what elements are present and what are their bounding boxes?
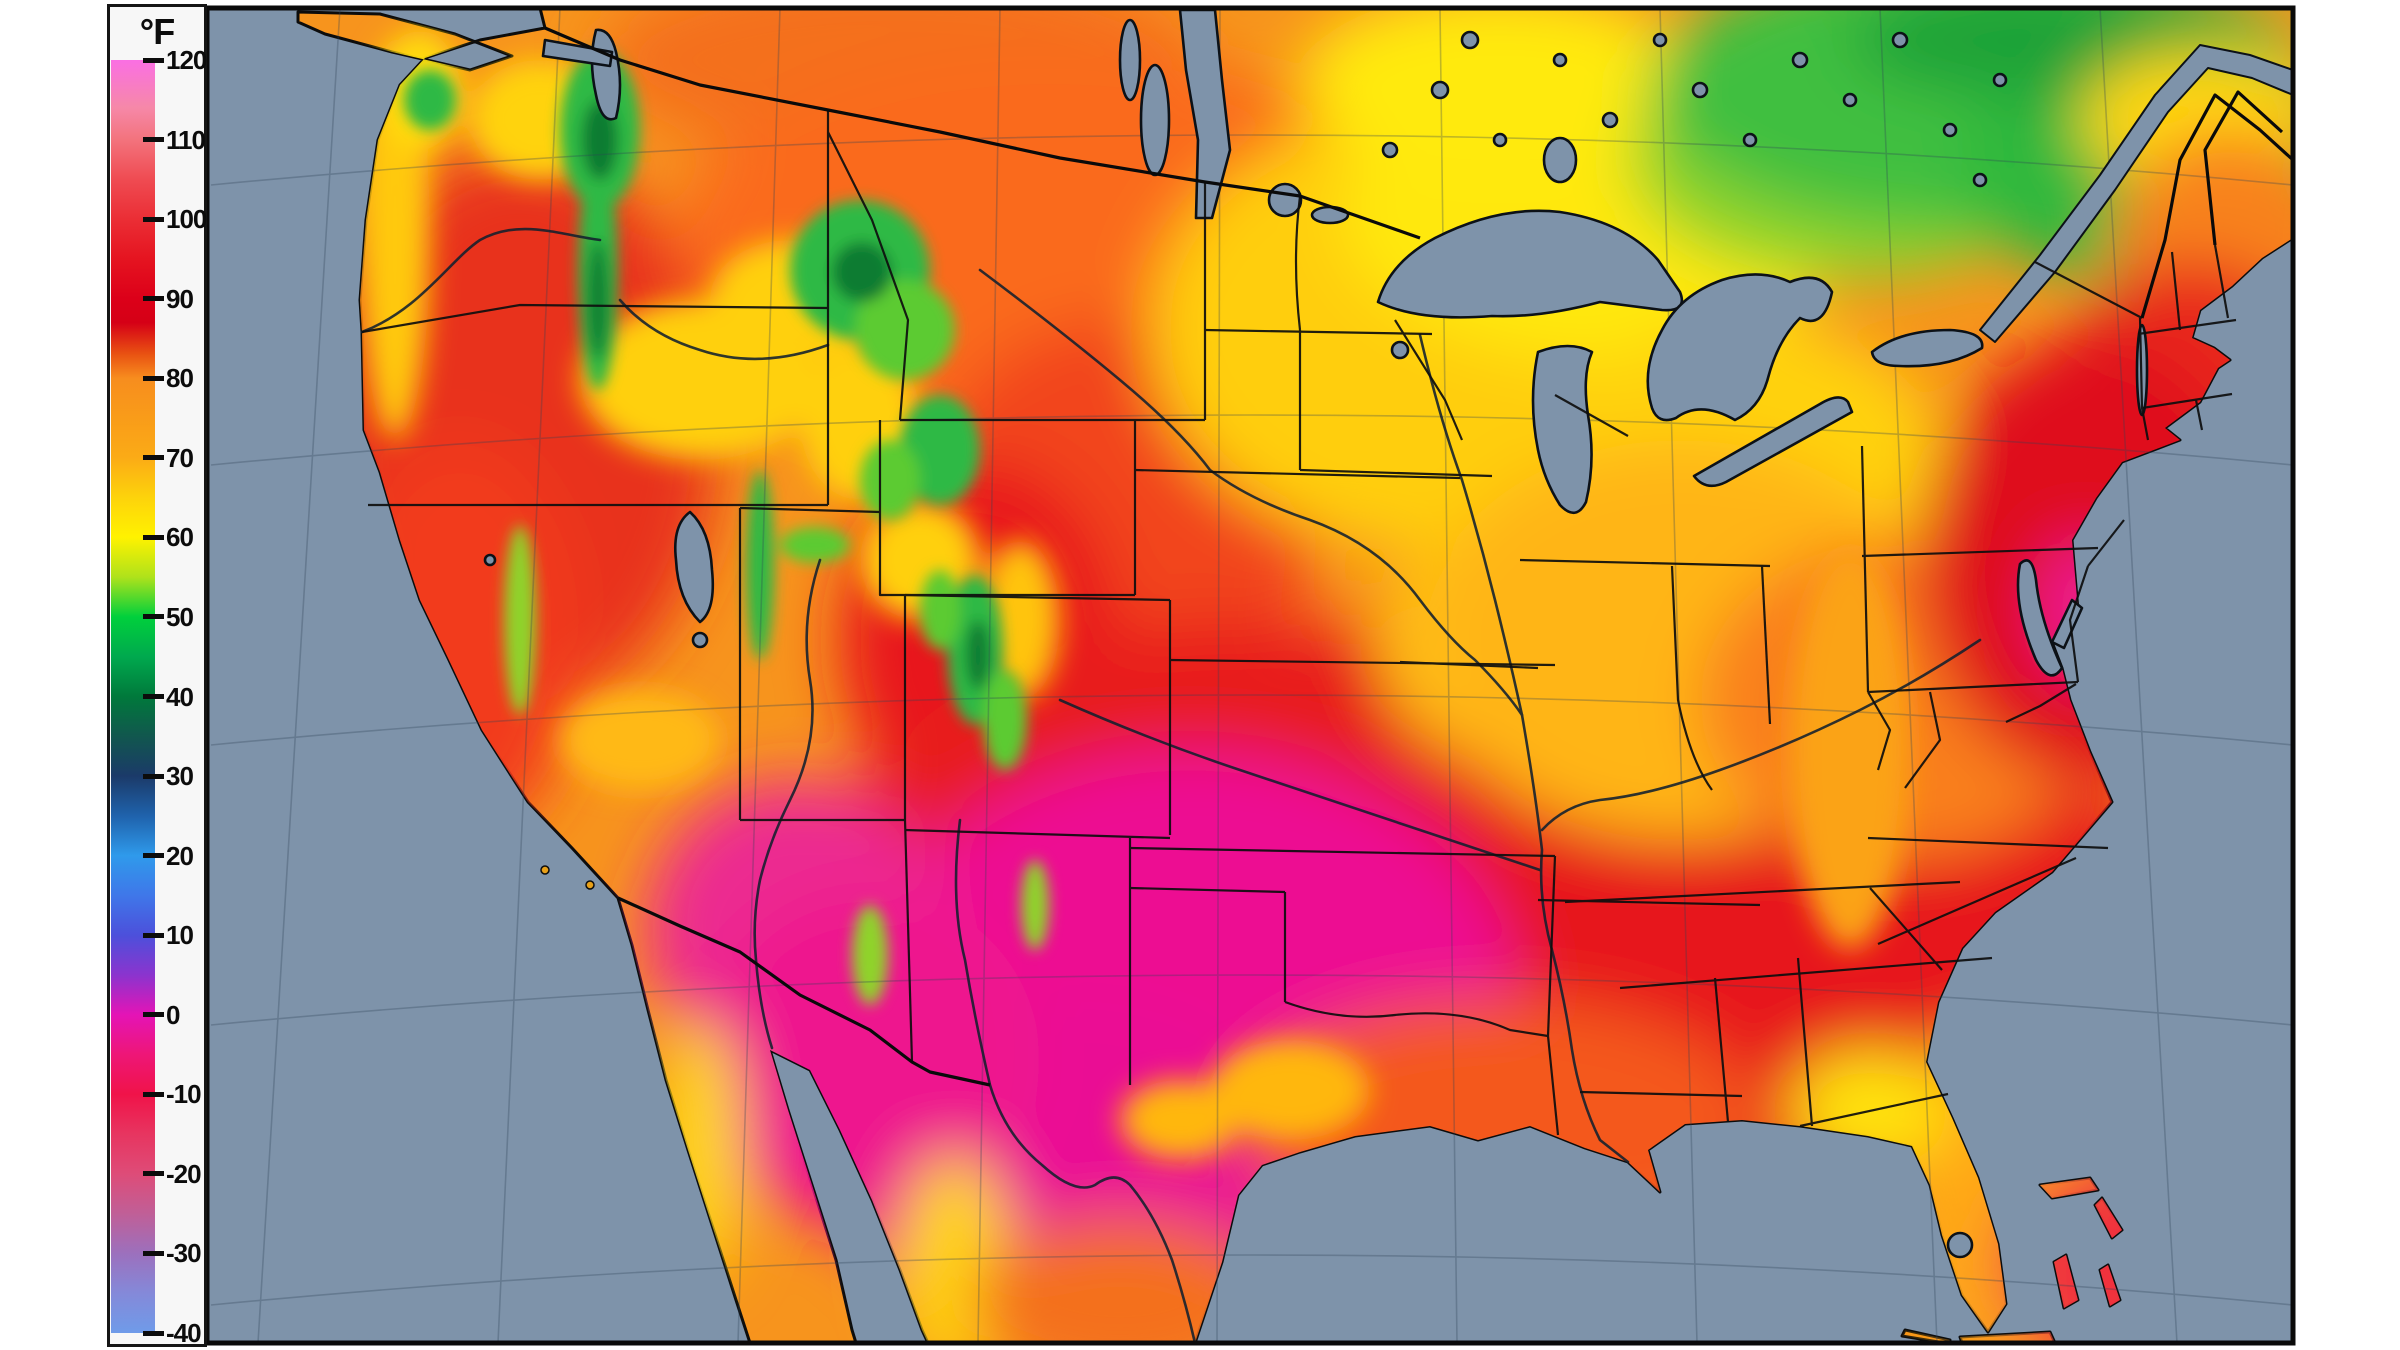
legend-tick-label: 10 <box>166 920 194 951</box>
legend-tick <box>143 614 164 620</box>
legend-tick <box>143 853 164 859</box>
temperature-field <box>320 8 2293 1343</box>
legend-tick-label: 100 <box>166 204 207 235</box>
channel-islands <box>540 865 595 890</box>
legend-tick-label: 60 <box>166 522 194 553</box>
legend-tick <box>143 773 164 779</box>
temperature-legend: °F 120 110 100 90 80 70 60 50 40 30 20 10 0 -10 -20 -30… <box>107 4 207 1347</box>
legend-tick <box>143 534 164 540</box>
legend-tick-label: -30 <box>166 1238 202 1269</box>
legend-tick <box>143 216 164 222</box>
legend-tick <box>143 57 164 63</box>
legend-tick <box>143 932 164 938</box>
legend-tick <box>143 694 164 699</box>
legend-tick-label: 50 <box>166 601 194 632</box>
legend-tick-label: 0 <box>166 999 180 1030</box>
legend-tick <box>143 1250 164 1256</box>
legend-tick <box>143 296 164 302</box>
legend-tick <box>143 455 164 461</box>
legend-tick <box>143 1171 164 1177</box>
legend-tick-label: 110 <box>166 124 206 155</box>
legend-tick <box>143 1012 164 1018</box>
legend-tick-label: 20 <box>166 840 194 871</box>
legend-tick-label: -10 <box>166 1079 202 1110</box>
legend-tick <box>143 375 164 381</box>
legend-tick <box>143 1091 164 1097</box>
legend-tick-label: 90 <box>166 283 194 314</box>
legend-tick <box>143 137 164 143</box>
legend-unit-label: °F <box>139 11 175 52</box>
country-borders <box>544 26 2293 1087</box>
legend-tick-label: -40 <box>166 1318 202 1348</box>
legend-tick-label: 80 <box>166 363 194 394</box>
legend-tick-label: 30 <box>166 761 194 792</box>
great-lakes <box>483 8 2293 1259</box>
legend-tick-label: 40 <box>166 681 194 712</box>
state-borders <box>361 110 2237 1136</box>
graticule <box>210 8 2293 1343</box>
legend-tick-label: -20 <box>166 1158 202 1189</box>
legend-tick-label: 70 <box>166 442 194 473</box>
map-frame <box>204 5 2296 1346</box>
legend-tick-label: 120 <box>166 45 207 75</box>
legend-tick <box>143 1330 164 1336</box>
